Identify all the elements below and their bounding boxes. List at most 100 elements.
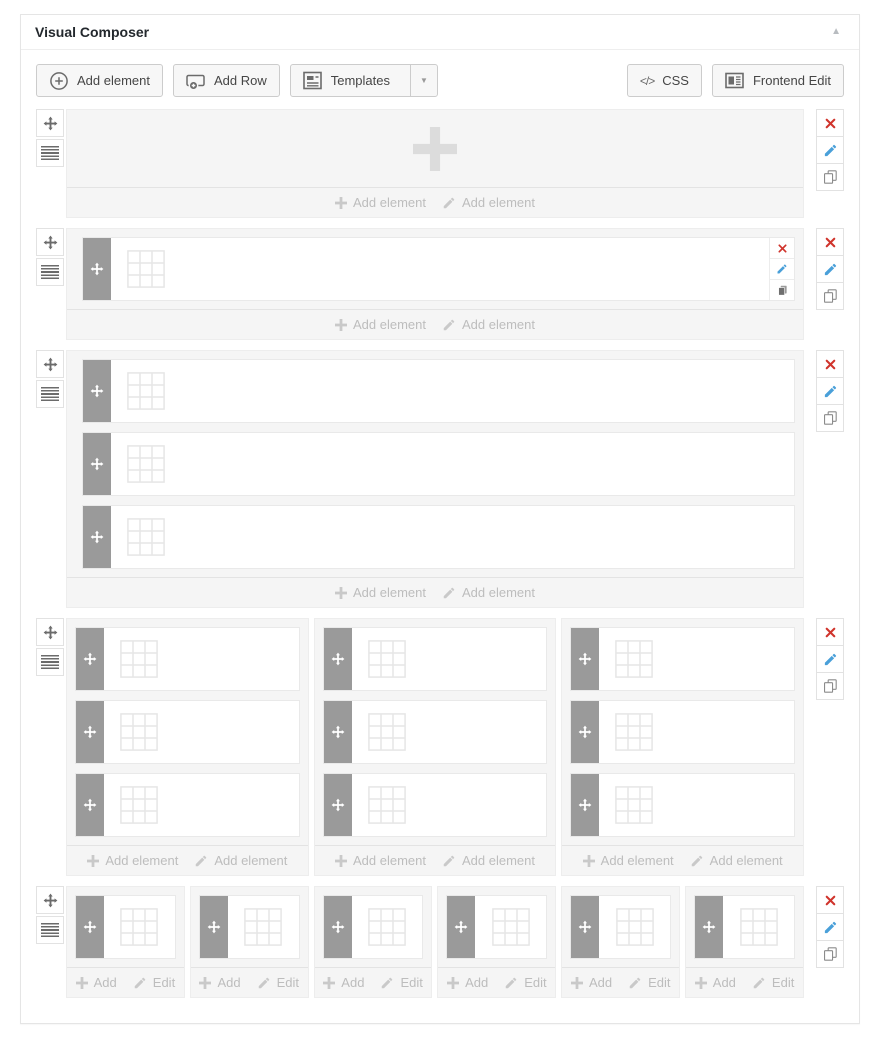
footer-edit-button[interactable]: Edit	[380, 975, 423, 990]
templates-button[interactable]: Templates ▼	[289, 64, 438, 97]
footer-edit-element-button[interactable]: Add element	[442, 585, 535, 600]
row-copy-button[interactable]	[816, 940, 844, 968]
footer-add-button[interactable]: Add	[323, 975, 364, 990]
column-drag-handle[interactable]	[695, 896, 724, 958]
empty-row-add-area[interactable]	[67, 110, 803, 187]
column-drag-handle[interactable]	[76, 896, 104, 958]
row-delete-button[interactable]	[816, 618, 844, 646]
move-icon	[331, 725, 345, 739]
row-drag-handle[interactable]	[36, 618, 64, 646]
collapse-toggle-icon[interactable]: ▲	[831, 26, 841, 37]
row-drag-handle[interactable]	[36, 109, 64, 137]
row-delete-button[interactable]	[816, 350, 844, 378]
row-1-left-controls	[36, 109, 64, 169]
footer-edit-element-button[interactable]: Add element	[442, 853, 535, 868]
column-edit-button[interactable]	[769, 258, 794, 279]
column-copy-button[interactable]	[769, 279, 794, 300]
row-copy-button[interactable]	[816, 672, 844, 700]
column-drag-handle[interactable]	[323, 774, 352, 836]
column-drag-handle[interactable]	[323, 701, 352, 763]
copy-icon	[822, 288, 838, 304]
footer-add-button[interactable]: Add	[199, 975, 241, 990]
footer-edit-element-button[interactable]: Add element	[194, 853, 287, 868]
row-drag-handle[interactable]	[36, 350, 64, 378]
row-edit-button[interactable]	[816, 136, 844, 164]
row-copy-button[interactable]	[816, 282, 844, 310]
column-drag-handle[interactable]	[571, 628, 600, 690]
move-icon	[43, 357, 58, 372]
pencil-icon	[442, 196, 456, 210]
column-drag-handle[interactable]	[76, 701, 104, 763]
column-delete-button[interactable]	[769, 238, 794, 258]
templates-dropdown-button[interactable]: ▼	[410, 65, 437, 96]
column-drag-handle[interactable]	[199, 896, 228, 958]
footer-edit-element-button[interactable]: Add element	[442, 317, 535, 332]
toolbar: Add element Add Row Templates ▼ </> CSS …	[21, 50, 859, 109]
footer-add-button[interactable]: Add	[447, 975, 488, 990]
column-body	[104, 896, 175, 958]
column-grid-icon	[740, 908, 778, 946]
row-layout-button[interactable]	[36, 916, 64, 944]
column-grid-icon	[615, 713, 653, 751]
plus-icon	[583, 855, 595, 867]
footer-add-button[interactable]: Add	[695, 975, 736, 990]
footer-add-element-button[interactable]: Add element	[335, 585, 426, 600]
frontend-edit-button[interactable]: Frontend Edit	[711, 64, 844, 97]
row-layout-button[interactable]	[36, 258, 64, 286]
row-drag-handle[interactable]	[36, 886, 64, 914]
row-delete-button[interactable]	[816, 228, 844, 256]
footer-add-element-button[interactable]: Add element	[335, 195, 426, 210]
plus-icon	[199, 977, 211, 989]
css-button[interactable]: </> CSS	[626, 64, 702, 97]
row-edit-button[interactable]	[816, 255, 844, 283]
row-delete-button[interactable]	[816, 886, 844, 914]
footer-edit-element-button[interactable]: Add element	[442, 195, 535, 210]
footer-add-element-button[interactable]: Add element	[335, 317, 426, 332]
column-grid-icon	[120, 713, 158, 751]
column-drag-handle[interactable]	[571, 896, 600, 958]
row-copy-button[interactable]	[816, 404, 844, 432]
column-drag-handle[interactable]	[323, 628, 352, 690]
add-row-button[interactable]: Add Row	[173, 64, 280, 97]
move-icon	[43, 116, 58, 131]
column-drag-handle[interactable]	[571, 774, 600, 836]
column-drag-handle[interactable]	[83, 506, 111, 568]
column-panel: Add Edit	[313, 886, 433, 998]
row-drag-handle[interactable]	[36, 228, 64, 256]
add-element-label: Add element	[77, 73, 150, 88]
footer-edit-button[interactable]: Edit	[752, 975, 794, 990]
row-edit-button[interactable]	[816, 377, 844, 405]
column-grid-icon	[368, 786, 406, 824]
footer-edit-element-button[interactable]: Add element	[690, 853, 783, 868]
row-edit-button[interactable]	[816, 913, 844, 941]
footer-edit-button[interactable]: Edit	[628, 975, 671, 990]
column-drag-handle[interactable]	[571, 701, 600, 763]
pencil-icon	[690, 854, 704, 868]
footer-edit-button[interactable]: Edit	[133, 975, 175, 990]
footer-add-element-button[interactable]: Add element	[335, 853, 426, 868]
footer-edit-button[interactable]: Edit	[504, 975, 547, 990]
column-drag-handle[interactable]	[83, 238, 111, 300]
column-drag-handle[interactable]	[76, 774, 104, 836]
row-edit-button[interactable]	[816, 645, 844, 673]
row-layout-button[interactable]	[36, 648, 64, 676]
add-element-button[interactable]: Add element	[36, 64, 163, 97]
row-layout-button[interactable]	[36, 139, 64, 167]
footer-add-element-button[interactable]: Add element	[583, 853, 674, 868]
footer-edit-button[interactable]: Edit	[257, 975, 299, 990]
row-1-footer: Add element Add element	[67, 187, 803, 217]
footer-add-button[interactable]: Add	[76, 975, 117, 990]
row-delete-button[interactable]	[816, 109, 844, 137]
footer-add-element-button[interactable]: Add element	[87, 853, 178, 868]
footer-add-button[interactable]: Add	[571, 975, 612, 990]
column-drag-handle[interactable]	[83, 360, 111, 422]
column-drag-handle[interactable]	[76, 628, 104, 690]
column	[570, 895, 672, 959]
column-drag-handle[interactable]	[83, 433, 111, 495]
row-copy-button[interactable]	[816, 163, 844, 191]
column-drag-handle[interactable]	[447, 896, 476, 958]
column-drag-handle[interactable]	[323, 896, 352, 958]
row-3-footer: Add element Add element	[67, 577, 803, 607]
row-layout-button[interactable]	[36, 380, 64, 408]
templates-main[interactable]: Templates	[291, 65, 402, 96]
